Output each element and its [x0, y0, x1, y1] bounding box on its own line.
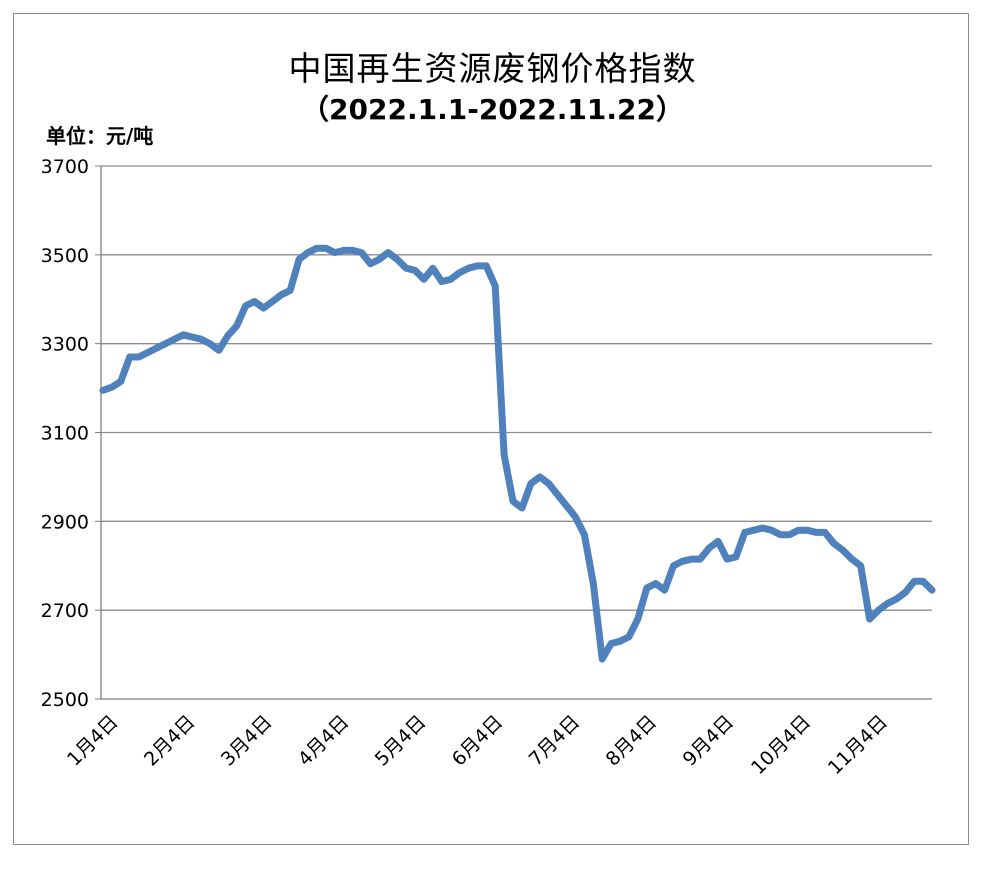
y-tick-label: 3700 [41, 156, 89, 178]
x-tick-label: 6月4日 [448, 711, 508, 771]
x-axis-ticks: 1月4日 2月4日 3月4日 4月4日 5月4日 6月4日 7月4日 8月4日 9月4日 10月4… [63, 711, 892, 779]
series-line [99, 244, 936, 663]
x-tick-label: 4月4日 [294, 711, 354, 771]
y-axis-ticks: 2500 2700 2900 3100 3300 3500 3700 [41, 156, 89, 711]
x-tick-label: 2月4日 [140, 711, 200, 771]
x-tick-label: 7月4日 [525, 711, 585, 771]
y-tick-label: 2900 [41, 511, 89, 533]
y-tick-label: 2500 [41, 689, 89, 711]
y-tick-label: 3100 [41, 423, 89, 445]
gridlines [95, 165, 932, 700]
chart-subtitle: （2022.1.1-2022.11.22） [301, 93, 684, 126]
x-tick-label: 5月4日 [371, 711, 431, 771]
x-tick-label: 11月4日 [824, 711, 892, 779]
x-tick-label: 8月4日 [602, 711, 662, 771]
y-tick-label: 3500 [41, 245, 89, 267]
x-tick-label: 9月4日 [679, 711, 739, 771]
series-group [99, 244, 936, 663]
x-tick-label: 10月4日 [747, 711, 815, 779]
y-tick-label: 2700 [41, 600, 89, 622]
x-tick-label: 3月4日 [217, 711, 277, 771]
x-tick-label: 1月4日 [63, 711, 123, 771]
chart-frame [13, 13, 969, 845]
y-tick-label: 3300 [41, 334, 89, 356]
chart-title: 中国再生资源废钢价格指数 [288, 49, 697, 88]
unit-label: 单位：元/吨 [46, 124, 154, 148]
